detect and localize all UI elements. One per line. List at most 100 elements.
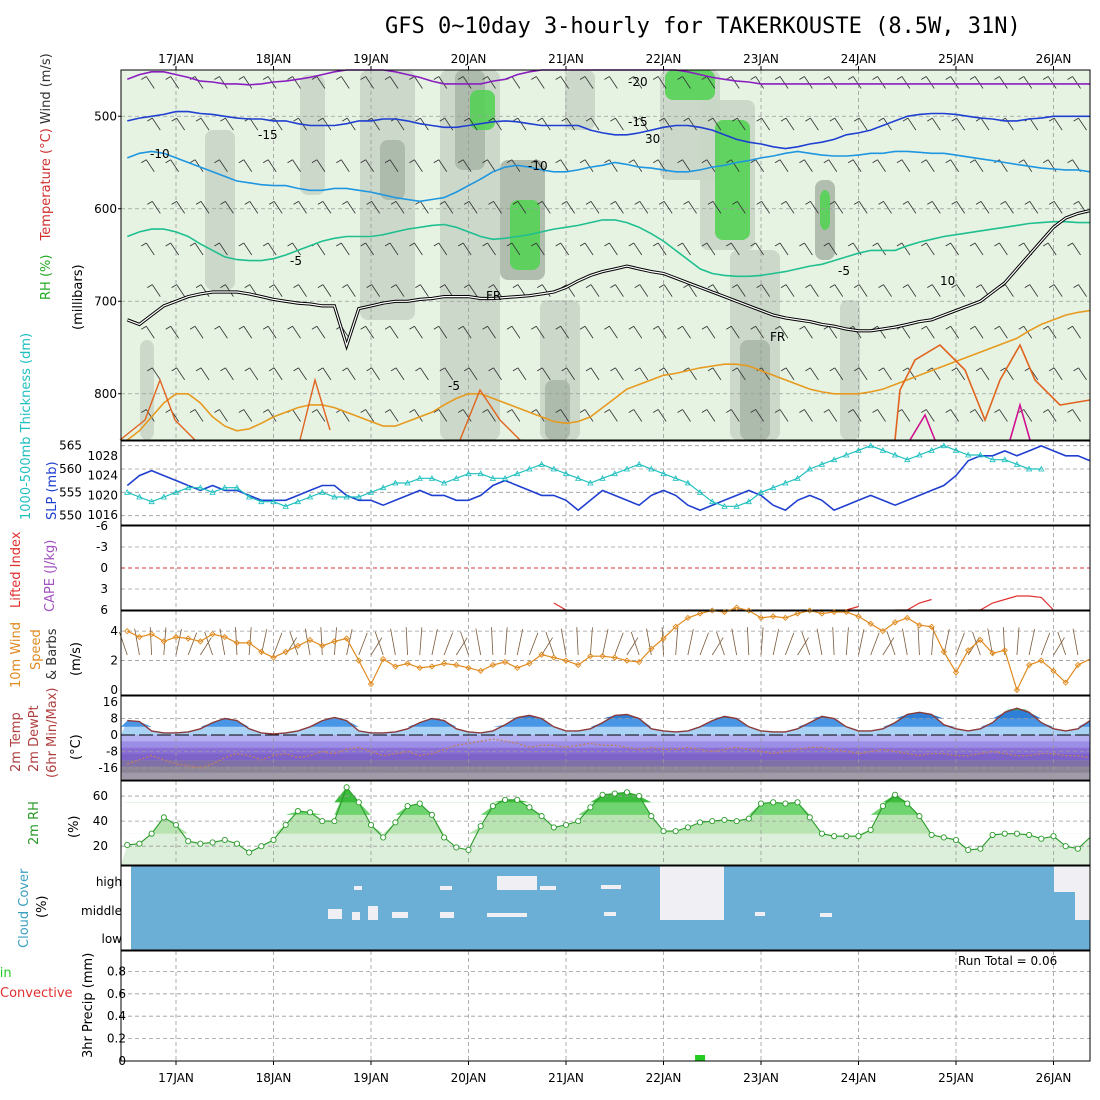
wind-barb bbox=[1072, 76, 1081, 89]
wind-barb-flag bbox=[799, 409, 805, 413]
wind-barb-flag bbox=[244, 201, 250, 205]
wind-barb bbox=[633, 242, 643, 256]
thickness-point bbox=[818, 461, 826, 467]
wind-barb-flag bbox=[945, 409, 951, 413]
temp-tick-label: 0 bbox=[110, 728, 118, 742]
wind-barb bbox=[346, 201, 356, 214]
wind-barb-flag bbox=[951, 201, 957, 205]
wind-barb bbox=[999, 326, 1008, 339]
wind-barb bbox=[200, 367, 210, 381]
wind-speed-point bbox=[392, 663, 399, 670]
rh-shade-region bbox=[715, 120, 750, 240]
wind-barb bbox=[316, 159, 326, 172]
wind-barb-flag bbox=[141, 409, 147, 413]
wind-barb bbox=[346, 367, 356, 381]
wind-speed-point bbox=[575, 661, 582, 669]
wind-speed-point bbox=[733, 604, 740, 611]
cloud-level-labels: high middle low bbox=[81, 875, 122, 946]
wind-barb bbox=[682, 409, 691, 422]
wind-barb-flag bbox=[610, 201, 616, 205]
contour-label: -5 bbox=[448, 379, 460, 393]
wind-barb bbox=[731, 628, 738, 656]
wind-barb bbox=[389, 326, 399, 339]
wind-barb-flag bbox=[555, 409, 561, 413]
wind-barb bbox=[755, 326, 764, 339]
wind-barb bbox=[584, 409, 594, 422]
wind-barb bbox=[609, 242, 618, 256]
wind-barb bbox=[365, 242, 374, 256]
wind-barb-flag bbox=[238, 242, 244, 247]
wind-barb-flag bbox=[360, 325, 366, 330]
rh2m-point bbox=[185, 838, 192, 845]
rh-shade-region bbox=[545, 380, 570, 440]
wind-barb-flag bbox=[896, 76, 903, 80]
rh2m-point bbox=[928, 831, 935, 838]
wind-barb bbox=[370, 637, 383, 656]
date-label-bottom: 21JAN bbox=[548, 1071, 584, 1085]
wind-barb-flag bbox=[774, 159, 781, 164]
wind-barb-flag bbox=[244, 367, 250, 372]
wind-barb bbox=[414, 76, 423, 89]
wind-barb bbox=[609, 159, 618, 172]
wind-barb bbox=[516, 629, 524, 656]
wind-barb bbox=[682, 159, 691, 172]
temp2m-grid bbox=[121, 696, 1090, 780]
thickness-point bbox=[319, 489, 326, 495]
date-label-top: 22JAN bbox=[646, 52, 682, 66]
temp-warm-band bbox=[121, 704, 1090, 719]
wind-barb-flag bbox=[317, 201, 324, 205]
thickness-point bbox=[709, 498, 716, 505]
upper-air-panel: -20 -15 -15 -10 -10 -5 -5 FR FR -5 30 10 500 600 700 8… bbox=[39, 53, 1091, 441]
ylabel-minmax: (6hr Min/Max) bbox=[45, 688, 60, 778]
wind-barb-flag bbox=[872, 159, 878, 164]
rh2m-point bbox=[160, 814, 167, 821]
wind-barb-flag bbox=[1018, 76, 1024, 80]
wind-barb bbox=[414, 326, 423, 339]
ylabel-dewpt: 2m DewPt bbox=[27, 705, 42, 772]
wind-barb-flag bbox=[585, 117, 592, 122]
wind-barb bbox=[755, 76, 764, 89]
wind-barb-flag bbox=[287, 76, 293, 80]
wind-barb-flag bbox=[147, 367, 153, 372]
cloud-patch bbox=[440, 912, 454, 918]
rh2m-point bbox=[952, 836, 960, 843]
thickness-point bbox=[745, 498, 752, 505]
wind-barb-flag bbox=[610, 117, 616, 122]
wind-speed-point bbox=[928, 623, 935, 630]
wind-barb bbox=[316, 409, 326, 422]
wind-barb-flag bbox=[147, 284, 153, 288]
wind-barb bbox=[243, 159, 253, 172]
wind-barb bbox=[877, 242, 886, 256]
wind-barb bbox=[711, 637, 724, 656]
wind-barb bbox=[974, 409, 984, 422]
wind-barb bbox=[560, 409, 569, 422]
wind-barb bbox=[609, 326, 618, 339]
thickness-tick-label: 555 bbox=[59, 485, 82, 499]
wind-barb-flag bbox=[409, 76, 415, 80]
thickness-point bbox=[1001, 456, 1008, 463]
wind-barb bbox=[858, 367, 868, 381]
wind-barb-flag bbox=[561, 201, 567, 205]
wind-barb bbox=[298, 367, 307, 381]
rh2m-line bbox=[127, 786, 1091, 854]
wind-barb bbox=[298, 284, 307, 297]
wind-barb bbox=[1047, 326, 1057, 339]
wind-barb bbox=[1047, 76, 1057, 89]
wind-barb bbox=[243, 76, 253, 89]
wind-barb-flag bbox=[482, 409, 488, 413]
stability-frame bbox=[120, 525, 1091, 611]
rh2m-point bbox=[1062, 843, 1069, 850]
thickness-point bbox=[635, 461, 643, 467]
wind-barb bbox=[219, 242, 228, 256]
wind-barb bbox=[870, 632, 880, 656]
wind-barb-flag bbox=[463, 201, 470, 205]
wind-barb-flag bbox=[921, 242, 927, 247]
wind-barb bbox=[316, 326, 326, 339]
wind-barb-flag bbox=[384, 325, 391, 330]
wind-barb bbox=[633, 409, 643, 422]
wind-barb bbox=[292, 159, 301, 172]
wind-barb bbox=[1016, 627, 1020, 656]
wind-barb bbox=[828, 409, 838, 422]
wind-barb-flag bbox=[268, 201, 275, 205]
wind-barb-flag bbox=[482, 325, 488, 330]
